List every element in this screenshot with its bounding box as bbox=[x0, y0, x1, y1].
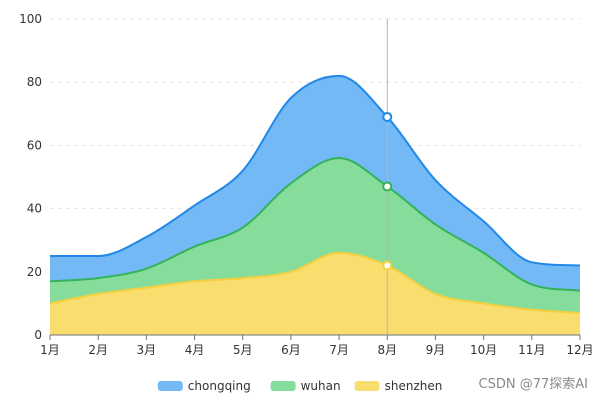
y-tick-label: 40 bbox=[27, 202, 42, 216]
y-tick-label: 80 bbox=[27, 75, 42, 89]
watermark: CSDN @77探索AI bbox=[478, 377, 588, 392]
legend-item-wuhan[interactable]: wuhan bbox=[270, 379, 341, 393]
x-tick-label: 2月 bbox=[88, 343, 108, 357]
y-tick-label: 100 bbox=[19, 12, 42, 26]
x-tick-label: 8月 bbox=[377, 343, 397, 357]
x-tick-label: 4月 bbox=[185, 343, 205, 357]
legend: chongqing wuhan shenzhen bbox=[157, 379, 443, 393]
axis-layer: 1月 2月 3月 4月 5月 6月 7月 8月 9月 10月 11月 12月 bbox=[40, 334, 594, 357]
x-tick-label: 11月 bbox=[518, 343, 545, 357]
area-layer bbox=[49, 74, 581, 335]
y-tick-label: 60 bbox=[27, 138, 42, 152]
legend-item-shenzhen[interactable]: shenzhen bbox=[354, 379, 443, 393]
legend-swatch bbox=[157, 381, 183, 391]
x-tick-label: 3月 bbox=[137, 343, 157, 357]
hover-point-chongqing bbox=[382, 111, 393, 122]
x-tick-label: 10月 bbox=[470, 343, 497, 357]
x-tick-label: 1月 bbox=[40, 343, 60, 357]
line-chongqing bbox=[49, 74, 581, 267]
y-tick-label: 20 bbox=[27, 265, 42, 279]
area-wuhan bbox=[50, 158, 580, 313]
area-shenzhen bbox=[50, 252, 580, 335]
area-chongqing bbox=[50, 75, 580, 291]
legend-label: chongqing bbox=[188, 379, 251, 393]
legend-item-chongqing[interactable]: chongqing bbox=[157, 379, 251, 393]
x-tick-label: 7月 bbox=[329, 343, 349, 357]
legend-swatch bbox=[270, 381, 296, 391]
hover-point-wuhan bbox=[382, 181, 393, 192]
y-tick-label: 0 bbox=[34, 328, 42, 342]
legend-label: shenzhen bbox=[385, 379, 443, 393]
x-tick-label: 9月 bbox=[426, 343, 446, 357]
legend-swatch bbox=[354, 381, 380, 391]
legend-label: wuhan bbox=[301, 379, 341, 393]
line-wuhan bbox=[49, 157, 581, 292]
hover-point-shenzhen bbox=[382, 260, 393, 271]
x-tick-label: 12月 bbox=[566, 343, 593, 357]
hover-layer bbox=[382, 19, 393, 335]
x-tick-label: 5月 bbox=[233, 343, 253, 357]
x-tick-label: 6月 bbox=[281, 343, 301, 357]
line-shenzhen bbox=[49, 251, 581, 314]
